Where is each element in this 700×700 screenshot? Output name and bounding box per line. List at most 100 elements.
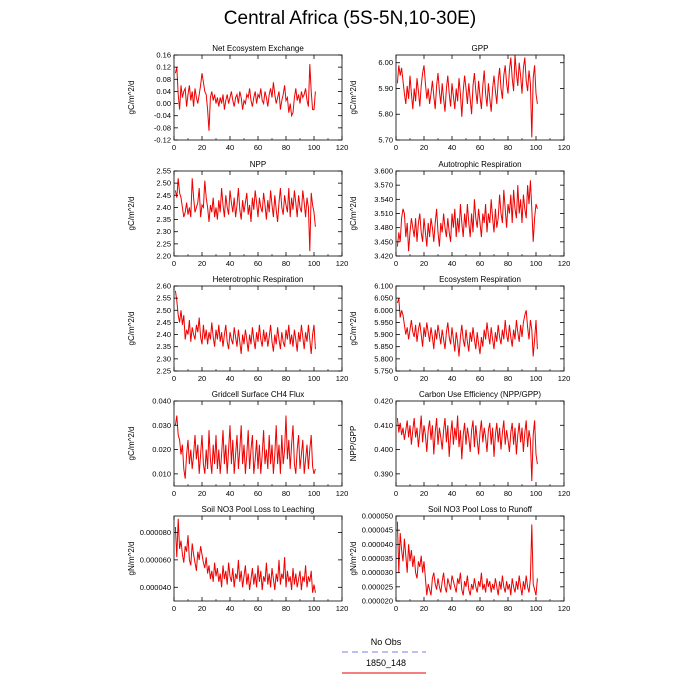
y-tick-label: 0.000060	[140, 555, 171, 564]
y-tick-label: -0.08	[154, 123, 171, 132]
x-tick-label: 60	[254, 604, 262, 613]
x-tick-label: 40	[448, 604, 456, 613]
y-tick-label: 0.12	[156, 63, 171, 72]
x-tick-label: 80	[504, 143, 512, 152]
panel-8: Carbon Use Efficiency (NPP/GPP) NPP/GPP 0 2…	[349, 390, 570, 498]
x-tick-label: 0	[172, 259, 176, 268]
y-tick-label: 0.000040	[362, 540, 393, 549]
x-tick-label: 60	[254, 489, 262, 498]
panel-title: Soil NO3 Pool Loss to Leaching	[202, 505, 315, 514]
y-tick-label: 3.570	[374, 181, 393, 190]
y-tick-label: 2.40	[156, 330, 171, 339]
x-tick-label: 40	[226, 374, 234, 383]
x-tick-label: 100	[308, 259, 321, 268]
x-tick-label: 120	[558, 374, 571, 383]
y-tick-label: 3.420	[374, 252, 393, 261]
y-tick-label: 2.40	[156, 203, 171, 212]
y-tick-label: 3.540	[374, 195, 393, 204]
x-tick-label: 20	[420, 374, 428, 383]
panel-title: Autotrophic Respiration	[438, 160, 521, 169]
x-tick-label: 20	[198, 259, 206, 268]
y-axis-label: gC/m^2/d	[349, 197, 358, 231]
x-tick-label: 80	[504, 489, 512, 498]
y-tick-label: 0.390	[374, 469, 393, 478]
y-tick-label: 0.000045	[362, 526, 393, 535]
y-tick-label: 0.020	[152, 445, 171, 454]
x-tick-label: 20	[198, 489, 206, 498]
x-tick-label: 40	[448, 374, 456, 383]
y-tick-label: 2.50	[156, 306, 171, 315]
y-tick-label: 2.60	[156, 282, 171, 291]
panel-7: Gridcell Surface CH4 Flux gC/m^2/d 0 20 40 60…	[127, 390, 348, 498]
y-tick-label: 0.000035	[362, 554, 393, 563]
x-tick-label: 120	[336, 143, 349, 152]
y-tick-label: 5.90	[378, 84, 393, 93]
x-tick-label: 0	[172, 374, 176, 383]
panel-title: Net Ecosystem Exchange	[212, 44, 304, 53]
panel-5: Heterotrophic Respiration gC/m^2/d 0 20 40 60…	[127, 275, 348, 383]
y-tick-label: 5.900	[374, 330, 393, 339]
x-tick-label: 40	[226, 604, 234, 613]
panel-9: Soil NO3 Pool Loss to Leaching gN/m^2/d 0 2…	[127, 505, 348, 613]
y-tick-label: 6.00	[378, 58, 393, 67]
y-tick-label: 2.25	[156, 239, 171, 248]
x-tick-label: 100	[530, 374, 543, 383]
x-tick-label: 0	[394, 143, 398, 152]
x-tick-label: 0	[172, 604, 176, 613]
x-tick-label: 80	[282, 489, 290, 498]
y-tick-label: 3.600	[374, 167, 393, 176]
x-tick-label: 60	[254, 259, 262, 268]
y-tick-label: 2.45	[156, 191, 171, 200]
y-tick-label: 0.040	[152, 397, 171, 406]
panel-title: Carbon Use Efficiency (NPP/GPP)	[419, 390, 541, 399]
y-tick-label: 0.000080	[140, 528, 171, 537]
y-tick-label: 0.000040	[140, 583, 171, 592]
x-tick-label: 40	[448, 259, 456, 268]
series-line-10-1	[396, 521, 538, 596]
x-tick-label: 60	[476, 489, 484, 498]
series-line-3-1	[174, 178, 316, 252]
y-tick-label: 2.35	[156, 215, 171, 224]
x-tick-label: 60	[476, 143, 484, 152]
x-tick-label: 120	[336, 374, 349, 383]
y-tick-label: 2.30	[156, 227, 171, 236]
x-tick-label: 60	[254, 374, 262, 383]
x-tick-label: 100	[308, 604, 321, 613]
y-tick-label: -0.04	[154, 111, 171, 120]
y-axis-label: gC/m^2/d	[349, 312, 358, 346]
x-tick-label: 20	[420, 489, 428, 498]
series-line-1-1	[174, 64, 316, 131]
y-tick-label: 2.20	[156, 252, 171, 261]
series-line-6-1	[396, 298, 538, 357]
y-tick-label: 5.850	[374, 342, 393, 351]
y-tick-label: 6.000	[374, 306, 393, 315]
x-tick-label: 40	[226, 143, 234, 152]
panel-title: Heterotrophic Respiration	[213, 275, 304, 284]
panel-title: Ecosystem Respiration	[439, 275, 521, 284]
x-tick-label: 80	[504, 259, 512, 268]
y-tick-label: 2.55	[156, 167, 171, 176]
y-tick-label: 5.80	[378, 110, 393, 119]
y-tick-label: 2.45	[156, 318, 171, 327]
legend	[342, 651, 426, 674]
plot-frame	[173, 285, 343, 372]
x-tick-label: 0	[394, 604, 398, 613]
x-tick-label: 60	[476, 604, 484, 613]
figure-title: Central Africa (5S-5N,10-30E)	[223, 8, 477, 29]
y-axis-label: gC/m^2/d	[127, 312, 136, 346]
y-axis-label: gC/m^2/d	[127, 427, 136, 461]
x-tick-label: 0	[394, 259, 398, 268]
y-axis-label: gC/m^2/d	[349, 81, 358, 115]
x-tick-label: 120	[558, 489, 571, 498]
x-tick-label: 60	[476, 374, 484, 383]
y-axis-label: gC/m^2/d	[127, 197, 136, 231]
y-tick-label: -0.12	[154, 136, 171, 145]
x-tick-label: 80	[282, 259, 290, 268]
series-line-7-1	[174, 415, 316, 479]
y-tick-label: 0.000030	[362, 568, 393, 577]
x-tick-label: 100	[530, 143, 543, 152]
y-tick-label: 2.50	[156, 179, 171, 188]
x-tick-label: 100	[530, 604, 543, 613]
y-tick-label: 0.000020	[362, 597, 393, 606]
y-tick-label: 5.70	[378, 136, 393, 145]
